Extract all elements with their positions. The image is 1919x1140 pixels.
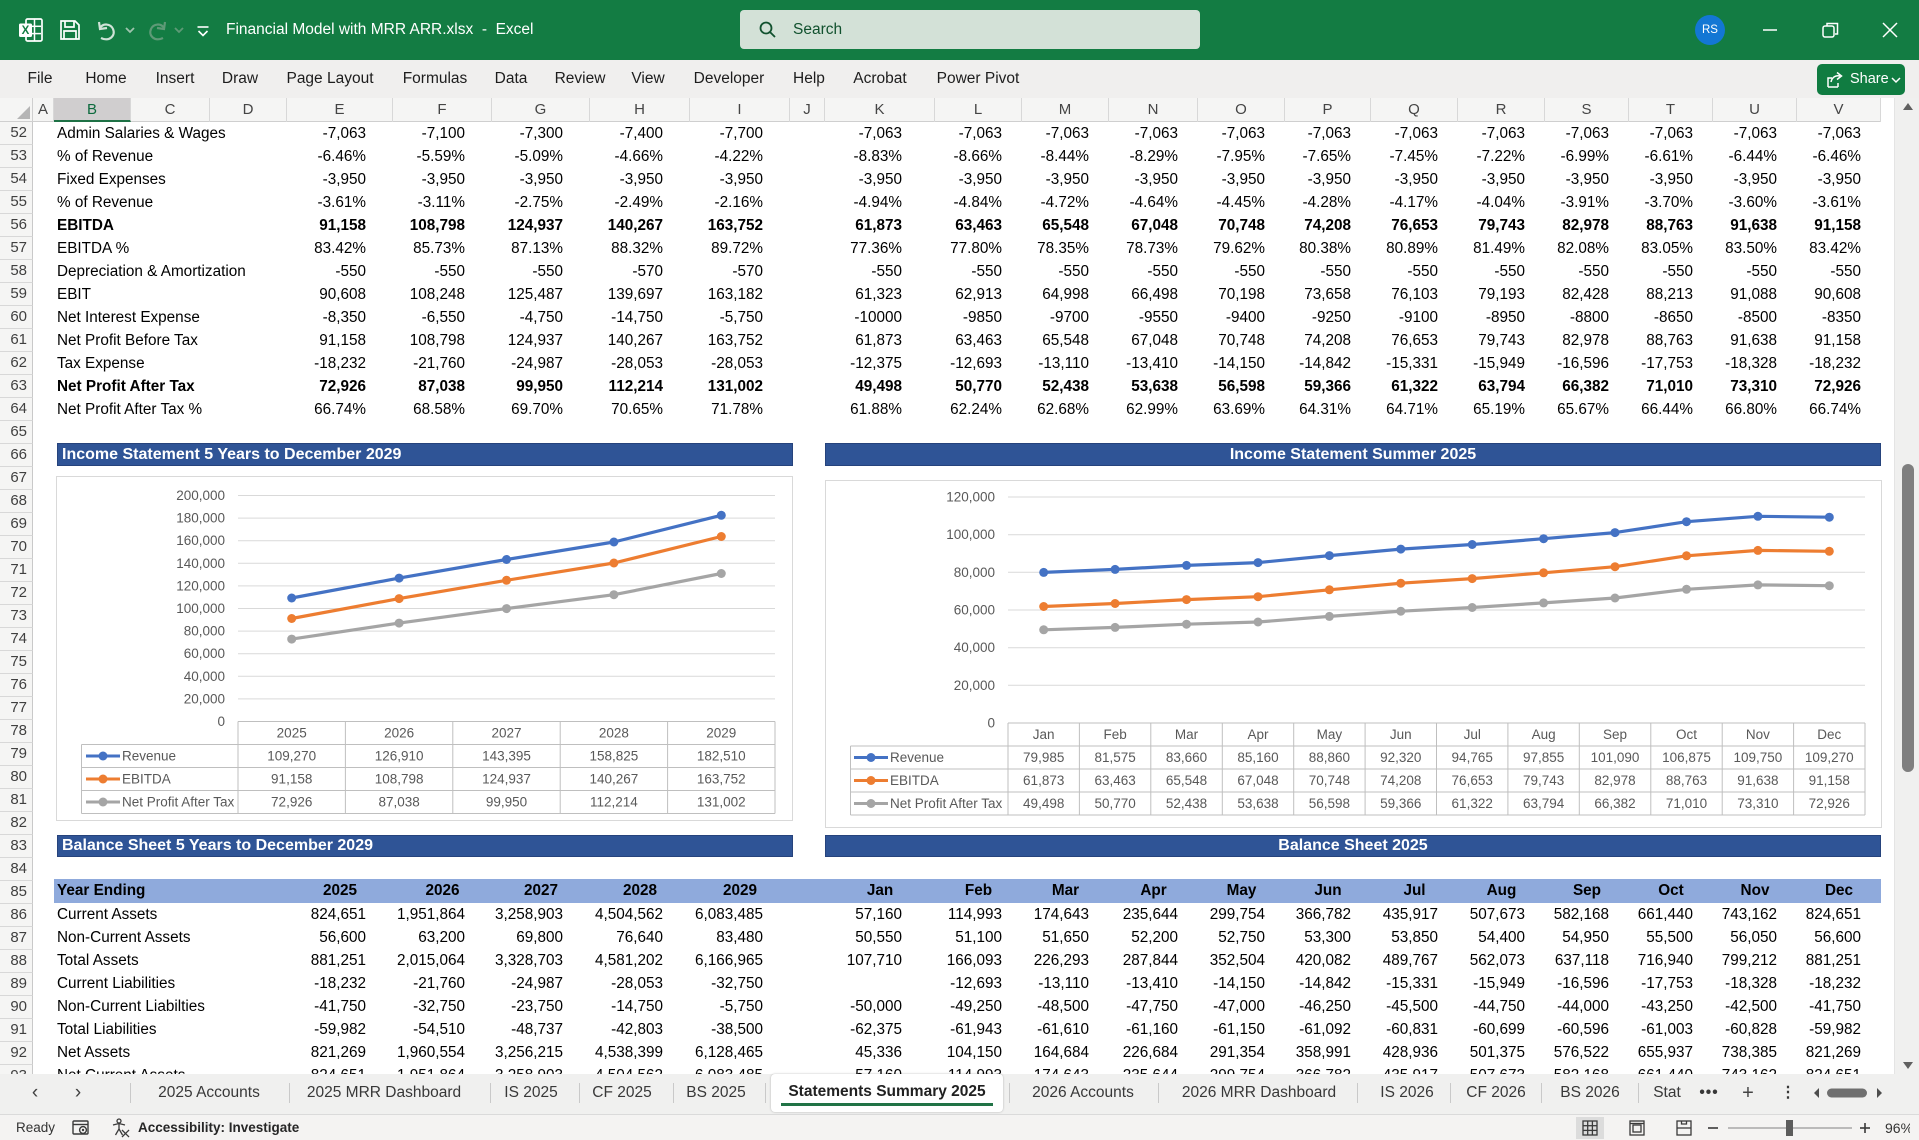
svg-text:120,000: 120,000 [176, 578, 225, 593]
svg-text:82,978: 82,978 [1594, 773, 1635, 788]
svg-text:66,382: 66,382 [1594, 796, 1635, 811]
svg-text:63,463: 63,463 [1094, 773, 1135, 788]
svg-text:20,000: 20,000 [954, 678, 995, 693]
svg-text:0: 0 [987, 716, 995, 731]
svg-text:70,748: 70,748 [1309, 773, 1350, 788]
svg-text:65,548: 65,548 [1166, 773, 1207, 788]
svg-text:140,267: 140,267 [589, 772, 638, 787]
svg-text:79,985: 79,985 [1023, 750, 1064, 765]
svg-text:97,855: 97,855 [1523, 750, 1564, 765]
svg-text:180,000: 180,000 [176, 511, 225, 526]
svg-text:80,000: 80,000 [954, 565, 995, 580]
svg-text:2028: 2028 [599, 726, 629, 741]
svg-text:200,000: 200,000 [176, 488, 225, 503]
svg-text:140,000: 140,000 [176, 556, 225, 571]
svg-text:Nov: Nov [1746, 727, 1770, 742]
svg-text:2026: 2026 [384, 726, 414, 741]
svg-text:53,638: 53,638 [1237, 796, 1278, 811]
svg-text:131,002: 131,002 [697, 795, 746, 810]
svg-text:Apr: Apr [1247, 727, 1269, 742]
svg-text:92,320: 92,320 [1380, 750, 1421, 765]
svg-text:81,575: 81,575 [1094, 750, 1135, 765]
svg-text:88,763: 88,763 [1666, 773, 1707, 788]
svg-text:91,638: 91,638 [1737, 773, 1778, 788]
svg-text:EBITDA: EBITDA [122, 772, 171, 787]
svg-text:112,214: 112,214 [590, 795, 638, 810]
svg-text:59,366: 59,366 [1380, 796, 1421, 811]
svg-text:Oct: Oct [1676, 727, 1697, 742]
svg-text:71,010: 71,010 [1666, 796, 1707, 811]
svg-text:72,926: 72,926 [1809, 796, 1850, 811]
svg-text:0: 0 [217, 714, 225, 729]
svg-text:20,000: 20,000 [184, 691, 225, 706]
svg-text:63,794: 63,794 [1523, 796, 1565, 811]
svg-text:X: X [22, 25, 30, 37]
svg-text:2025: 2025 [277, 726, 307, 741]
svg-text:72,926: 72,926 [271, 795, 312, 810]
svg-text:40,000: 40,000 [184, 669, 225, 684]
svg-text:158,825: 158,825 [589, 749, 638, 764]
svg-text:Net Profit After Tax: Net Profit After Tax [122, 795, 235, 810]
svg-text:Jun: Jun [1390, 727, 1412, 742]
svg-text:Dec: Dec [1817, 727, 1841, 742]
svg-text:2029: 2029 [706, 726, 736, 741]
svg-text:91,158: 91,158 [271, 772, 312, 787]
svg-text:61,873: 61,873 [1023, 773, 1064, 788]
svg-text:163,752: 163,752 [697, 772, 746, 787]
svg-text:61,322: 61,322 [1452, 796, 1493, 811]
svg-text:50,770: 50,770 [1094, 796, 1135, 811]
svg-text:143,395: 143,395 [482, 749, 531, 764]
svg-text:100,000: 100,000 [176, 601, 225, 616]
svg-text:80,000: 80,000 [184, 624, 225, 639]
svg-text:67,048: 67,048 [1237, 773, 1278, 788]
svg-text:74,208: 74,208 [1380, 773, 1421, 788]
svg-text:Net Profit After Tax: Net Profit After Tax [890, 796, 1003, 811]
svg-text:109,750: 109,750 [1733, 750, 1782, 765]
svg-text:Sep: Sep [1603, 727, 1627, 742]
svg-text:Revenue: Revenue [890, 750, 944, 765]
svg-text:EBITDA: EBITDA [890, 773, 939, 788]
svg-text:120,000: 120,000 [946, 490, 995, 505]
svg-text:Mar: Mar [1175, 727, 1199, 742]
svg-text:Feb: Feb [1103, 727, 1126, 742]
svg-text:40,000: 40,000 [954, 640, 995, 655]
svg-text:79,743: 79,743 [1523, 773, 1564, 788]
svg-text:101,090: 101,090 [1591, 750, 1640, 765]
svg-text:Jul: Jul [1464, 727, 1481, 742]
svg-text:49,498: 49,498 [1023, 796, 1064, 811]
svg-text:94,765: 94,765 [1452, 750, 1493, 765]
svg-text:Aug: Aug [1532, 727, 1556, 742]
svg-text:100,000: 100,000 [946, 527, 995, 542]
svg-text:87,038: 87,038 [378, 795, 419, 810]
svg-text:106,875: 106,875 [1662, 750, 1711, 765]
svg-text:56,598: 56,598 [1309, 796, 1350, 811]
svg-text:109,270: 109,270 [267, 749, 316, 764]
svg-text:Jan: Jan [1033, 727, 1055, 742]
svg-text:126,910: 126,910 [375, 749, 424, 764]
svg-text:108,798: 108,798 [375, 772, 424, 787]
svg-text:2027: 2027 [491, 726, 521, 741]
svg-text:99,950: 99,950 [486, 795, 527, 810]
svg-text:May: May [1317, 727, 1343, 742]
svg-text:Revenue: Revenue [122, 749, 176, 764]
svg-text:160,000: 160,000 [176, 533, 225, 548]
svg-text:91,158: 91,158 [1809, 773, 1850, 788]
svg-text:182,510: 182,510 [697, 749, 746, 764]
svg-text:88,860: 88,860 [1309, 750, 1350, 765]
svg-text:96%: 96% [1885, 1120, 1910, 1136]
svg-text:109,270: 109,270 [1805, 750, 1854, 765]
svg-text:76,653: 76,653 [1452, 773, 1493, 788]
svg-text:52,438: 52,438 [1166, 796, 1207, 811]
svg-text:73,310: 73,310 [1737, 796, 1778, 811]
svg-text:85,160: 85,160 [1237, 750, 1278, 765]
svg-text:60,000: 60,000 [184, 646, 225, 661]
svg-text:124,937: 124,937 [482, 772, 531, 787]
svg-text:60,000: 60,000 [954, 603, 995, 618]
svg-text:83,660: 83,660 [1166, 750, 1207, 765]
